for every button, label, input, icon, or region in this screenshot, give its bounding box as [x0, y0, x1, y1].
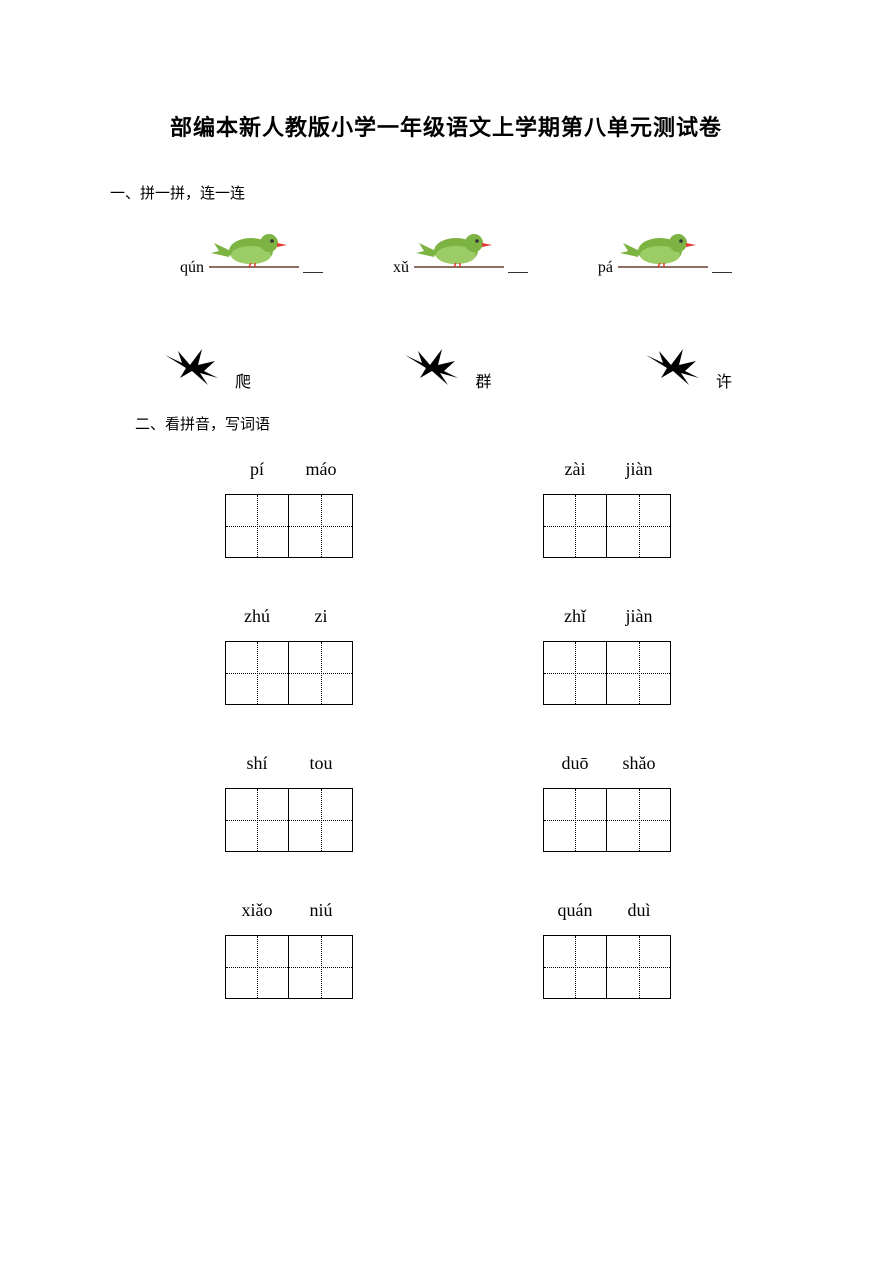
swallow-char: 群: [475, 368, 491, 392]
bird-pinyin: qún: [180, 259, 204, 277]
tianzige-cell: [225, 494, 289, 558]
word-item: shí tou: [225, 753, 353, 852]
pinyin-pair: zhǐ jiàn: [555, 606, 659, 627]
word-item: zhú zi: [225, 606, 353, 705]
word-row: pí máo zài jiàn: [225, 459, 782, 558]
word-item: pí máo: [225, 459, 353, 558]
swallow-icon: [641, 343, 701, 388]
pinyin-pair: zhú zi: [237, 606, 341, 627]
pinyin-pair: quán duì: [555, 900, 659, 921]
blank-line: [508, 272, 528, 273]
section-2-header: 二、看拼音，写词语: [135, 413, 782, 434]
tianzige-cell: [289, 641, 353, 705]
tianzige-cell: [225, 788, 289, 852]
word-item: duō shǎo: [543, 753, 671, 852]
tianzige-cell: [543, 788, 607, 852]
tianzige-cell: [543, 641, 607, 705]
word-item: zài jiàn: [543, 459, 671, 558]
tianzige-box: [225, 935, 353, 999]
swallow-char: 爬: [235, 368, 251, 392]
tianzige-cell: [543, 935, 607, 999]
tianzige-cell: [607, 641, 671, 705]
word-grid-container: pí máo zài jiàn: [135, 459, 782, 999]
swallows-row: 爬 群 许: [110, 343, 782, 388]
pinyin: tou: [301, 753, 341, 774]
tianzige-cell: [607, 935, 671, 999]
tianzige-cell: [289, 788, 353, 852]
birds-row: qún xǔ: [110, 223, 782, 273]
word-item: zhǐ jiàn: [543, 606, 671, 705]
word-row: xiǎo niú quán duì: [225, 900, 782, 999]
pinyin: shǎo: [619, 753, 659, 774]
tianzige-cell: [607, 788, 671, 852]
pinyin-pair: shí tou: [237, 753, 341, 774]
swallow-item: 群: [400, 343, 491, 388]
tianzige-box: [225, 788, 353, 852]
bird-item: xǔ: [393, 223, 528, 273]
pinyin: niú: [301, 900, 341, 921]
page-title: 部编本新人教版小学一年级语文上学期第八单元测试卷: [110, 110, 782, 142]
pinyin-pair: zài jiàn: [555, 459, 659, 480]
blank-line: [303, 272, 323, 273]
tianzige-cell: [289, 935, 353, 999]
pinyin: duō: [555, 753, 595, 774]
tianzige-box: [543, 641, 671, 705]
pinyin: jiàn: [619, 606, 659, 627]
blank-line: [712, 272, 732, 273]
tianzige-box: [543, 788, 671, 852]
pinyin: quán: [555, 900, 595, 921]
bird-pinyin: pá: [598, 259, 613, 277]
word-row: zhú zi zhǐ jiàn: [225, 606, 782, 705]
tianzige-cell: [289, 494, 353, 558]
tianzige-box: [543, 494, 671, 558]
section-1-header: 一、拼一拼，连一连: [110, 182, 782, 203]
pinyin-pair: xiǎo niú: [237, 900, 341, 921]
bird-icon: [414, 223, 504, 273]
page: 部编本新人教版小学一年级语文上学期第八单元测试卷 一、拼一拼，连一连 qún x…: [0, 0, 892, 999]
pinyin: zhú: [237, 606, 277, 627]
tianzige-cell: [225, 641, 289, 705]
pinyin-pair: duō shǎo: [555, 753, 659, 774]
pinyin: xiǎo: [237, 900, 277, 921]
swallow-item: 许: [641, 343, 732, 388]
bird-icon: [209, 223, 299, 273]
bird-item: pá: [598, 223, 732, 273]
word-item: quán duì: [543, 900, 671, 999]
section-2: 二、看拼音，写词语 pí máo zài jiàn: [135, 413, 782, 999]
word-row: shí tou duō shǎo: [225, 753, 782, 852]
word-item: xiǎo niú: [225, 900, 353, 999]
pinyin: zi: [301, 606, 341, 627]
swallow-char: 许: [716, 368, 732, 392]
pinyin: duì: [619, 900, 659, 921]
bird-pinyin: xǔ: [393, 259, 409, 277]
tianzige-cell: [607, 494, 671, 558]
pinyin: jiàn: [619, 459, 659, 480]
bird-item: qún: [180, 223, 323, 273]
tianzige-box: [225, 494, 353, 558]
tianzige-box: [225, 641, 353, 705]
swallow-item: 爬: [160, 343, 251, 388]
tianzige-cell: [225, 935, 289, 999]
pinyin: shí: [237, 753, 277, 774]
pinyin: máo: [301, 459, 341, 480]
swallow-icon: [400, 343, 460, 388]
bird-icon: [618, 223, 708, 273]
pinyin: zhǐ: [555, 606, 595, 627]
pinyin: pí: [237, 459, 277, 480]
tianzige-cell: [543, 494, 607, 558]
pinyin-pair: pí máo: [237, 459, 341, 480]
swallow-icon: [160, 343, 220, 388]
pinyin: zài: [555, 459, 595, 480]
tianzige-box: [543, 935, 671, 999]
